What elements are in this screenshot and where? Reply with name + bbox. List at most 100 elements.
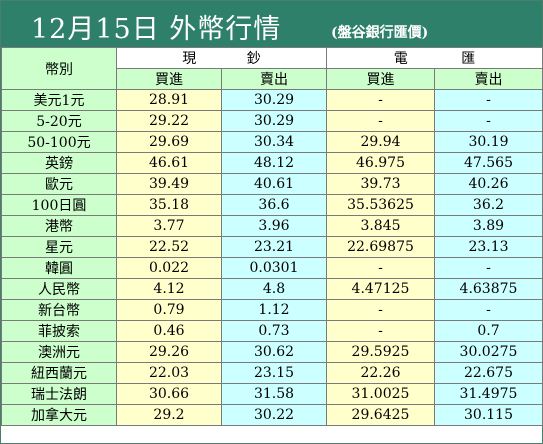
transfer-sell-cell: 36.2 (434, 194, 543, 216)
cash-buy-cell: 29.26 (116, 341, 222, 363)
transfer-sell-cell: - (434, 89, 543, 111)
table-row: 50-100元 29.69 30.34 29.94 30.19 (1, 131, 543, 153)
transfer-buy-cell: 39.73 (326, 173, 435, 195)
cash-header-char-2: 鈔 (246, 51, 261, 67)
transfer-buy-cell: 22.69875 (326, 236, 435, 258)
cash-sell-cell: 31.58 (221, 383, 327, 405)
cash-buy-cell: 30.66 (116, 383, 222, 405)
transfer-group-header: 電 匯 (326, 47, 543, 69)
table-row: 人民幣 4.12 4.8 4.47125 4.63875 (1, 278, 543, 300)
transfer-sell-cell: 40.26 (434, 173, 543, 195)
currency-cell: 歐元 (1, 173, 117, 195)
currency-cell: 瑞士法朗 (1, 383, 117, 405)
transfer-buy-cell: 4.47125 (326, 278, 435, 300)
transfer-sell-cell: 22.675 (434, 362, 543, 384)
cash-sell-header: 賣出 (221, 68, 327, 90)
page-title: 12月15日 外幣行情 (31, 14, 282, 45)
cash-buy-cell: 29.22 (116, 110, 222, 132)
cash-sell-cell: 36.6 (221, 194, 327, 216)
currency-cell: 新台幣 (1, 299, 117, 321)
transfer-sell-cell: 3.89 (434, 215, 543, 237)
transfer-sell-cell: - (434, 110, 543, 132)
transfer-buy-cell: 35.53625 (326, 194, 435, 216)
currency-cell: 50-100元 (1, 131, 117, 153)
transfer-sell-cell: 0.7 (434, 320, 543, 342)
transfer-buy-cell: 22.26 (326, 362, 435, 384)
cash-sell-cell: 4.8 (221, 278, 327, 300)
cash-group-header: 現 鈔 (116, 47, 327, 69)
cash-buy-cell: 28.91 (116, 89, 222, 111)
cash-header-char-1: 現 (182, 51, 197, 67)
transfer-buy-cell: - (326, 89, 435, 111)
cash-buy-cell: 22.03 (116, 362, 222, 384)
table-row: 澳洲元 29.26 30.62 29.5925 30.0275 (1, 341, 543, 363)
cash-sell-cell: 48.12 (221, 152, 327, 174)
bank-source-label: (盤谷銀行匯價) (331, 25, 429, 41)
currency-cell: 美元1元 (1, 89, 117, 111)
cash-sell-cell: 3.96 (221, 215, 327, 237)
cash-buy-cell: 35.18 (116, 194, 222, 216)
cash-buy-cell: 22.52 (116, 236, 222, 258)
cash-buy-cell: 29.69 (116, 131, 222, 153)
currency-cell: 港幣 (1, 215, 117, 237)
transfer-sell-cell: 23.13 (434, 236, 543, 258)
cash-buy-header: 買進 (116, 68, 222, 90)
currency-cell: 加拿大元 (1, 404, 117, 426)
currency-cell: 英鎊 (1, 152, 117, 174)
cash-sell-cell: 1.12 (221, 299, 327, 321)
transfer-buy-cell: 31.0025 (326, 383, 435, 405)
currency-cell: 100日圓 (1, 194, 117, 216)
table-row: 韓圓 0.022 0.0301- - (1, 257, 543, 279)
transfer-header-char-1: 電 (393, 51, 408, 67)
transfer-sell-cell: 31.4975 (434, 383, 543, 405)
transfer-buy-cell: 29.94 (326, 131, 435, 153)
currency-cell: 5-20元 (1, 110, 117, 132)
transfer-sell-cell: 4.63875 (434, 278, 543, 300)
table-row: 瑞士法朗 30.66 31.58 31.0025 31.4975 (1, 383, 543, 405)
table-row: 英鎊 46.61 48.12 46.975 47.565 (1, 152, 543, 174)
transfer-sell-cell: 47.565 (434, 152, 543, 174)
cash-buy-cell: 46.61 (116, 152, 222, 174)
transfer-buy-cell: - (326, 110, 435, 132)
transfer-sell-cell: - (434, 299, 543, 321)
transfer-sell-cell: - (434, 257, 543, 279)
table-row: 100日圓 35.18 36.6 35.53625 36.2 (1, 194, 543, 216)
transfer-sell-cell: 30.115 (434, 404, 543, 426)
table-row: 星元 22.52 23.21 22.69875 23.13 (1, 236, 543, 258)
cash-buy-cell: 29.2 (116, 404, 222, 426)
cash-sell-cell: 30.22 (221, 404, 327, 426)
cash-buy-cell: 0.022 (116, 257, 222, 279)
table-row: 港幣 3.77 3.96 3.845 3.89 (1, 215, 543, 237)
cash-buy-cell: 3.77 (116, 215, 222, 237)
transfer-buy-cell: - (326, 299, 435, 321)
cash-sell-cell: 30.29 (221, 110, 327, 132)
currency-column-header: 幣別 (1, 47, 117, 90)
currency-cell: 韓圓 (1, 257, 117, 279)
cash-buy-cell: 39.49 (116, 173, 222, 195)
transfer-buy-cell: 29.6425 (326, 404, 435, 426)
transfer-buy-cell: 46.975 (326, 152, 435, 174)
transfer-buy-cell: 29.5925 (326, 341, 435, 363)
transfer-buy-cell: - (326, 320, 435, 342)
header-row-sides: 買進 賣出 買進 賣出 (2, 68, 543, 90)
header-row-groups: 幣別 現 鈔 電 匯 (1, 47, 543, 90)
currency-cell: 菲披索 (1, 320, 117, 342)
transfer-buy-header: 買進 (326, 68, 435, 90)
transfer-sell-header: 賣出 (434, 68, 543, 90)
transfer-header-char-2: 匯 (461, 51, 476, 67)
currency-cell: 紐西蘭元 (1, 362, 117, 384)
cash-sell-cell: 23.15 (221, 362, 327, 384)
currency-cell: 人民幣 (1, 278, 117, 300)
cash-sell-cell: 0.0301 (221, 257, 327, 279)
cash-buy-cell: 0.79 (116, 299, 222, 321)
cash-sell-cell: 40.61 (221, 173, 327, 195)
cash-sell-cell: 30.62 (221, 341, 327, 363)
table-row: 新台幣 0.79 1.12- - (1, 299, 543, 321)
table-row: 加拿大元 29.2 30.22 29.6425 30.115 (1, 404, 543, 426)
cash-sell-cell: 23.21 (221, 236, 327, 258)
transfer-buy-cell: - (326, 257, 435, 279)
currency-cell: 澳洲元 (1, 341, 117, 363)
currency-cell: 星元 (1, 236, 117, 258)
table-row: 歐元 39.49 40.61 39.73 40.26 (1, 173, 543, 195)
